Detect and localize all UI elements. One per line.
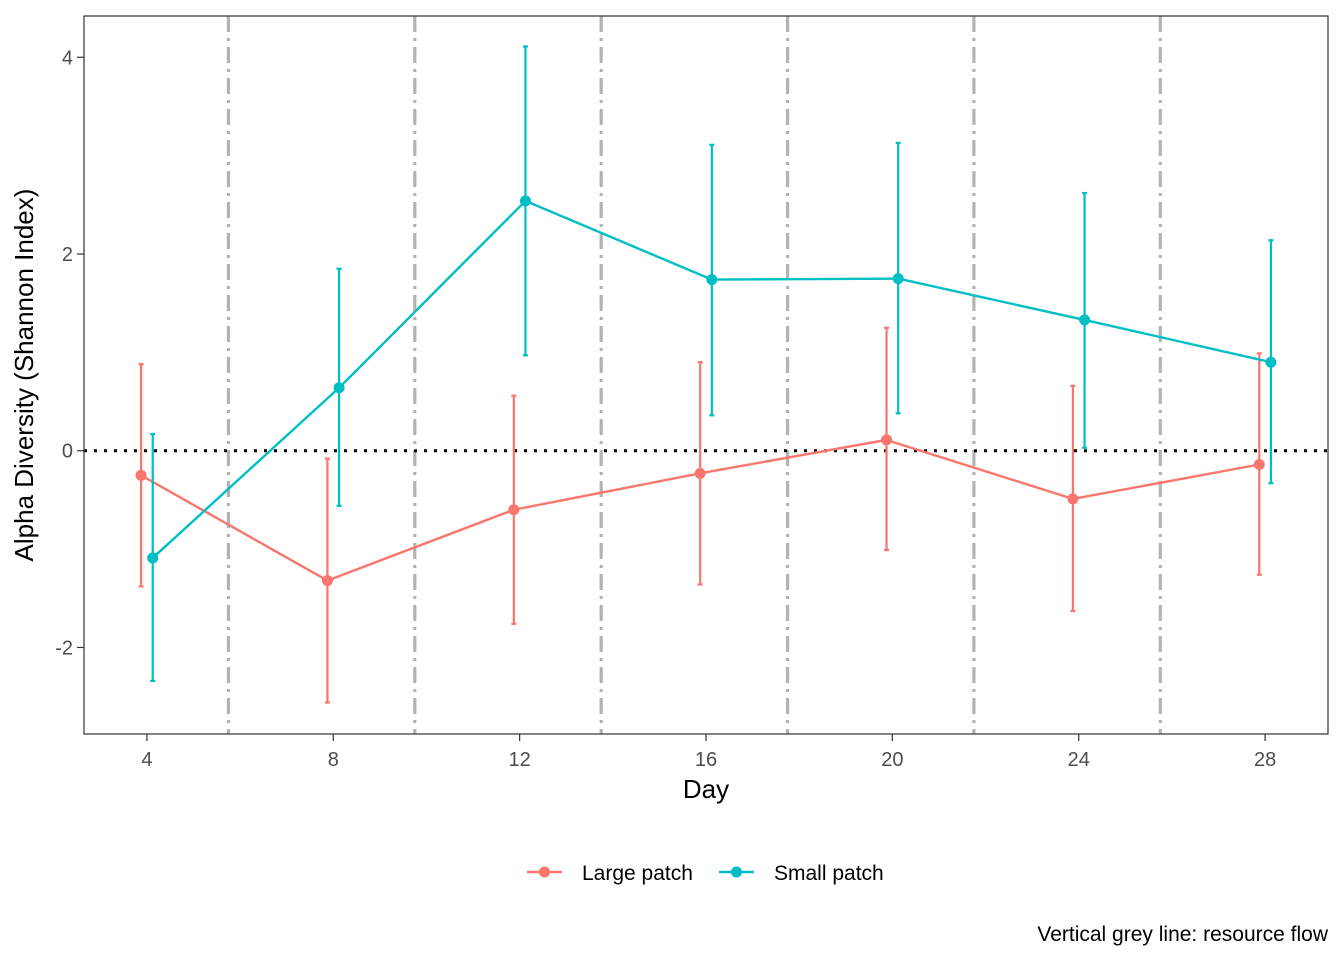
x-axis-title: Day	[683, 774, 729, 804]
x-tick-label: 12	[509, 749, 531, 771]
x-tick-label: 4	[141, 749, 152, 771]
small-patch-point	[706, 274, 718, 286]
y-tick-label: 4	[62, 47, 73, 69]
small-patch-point	[147, 552, 159, 564]
reference-lines	[84, 16, 1328, 734]
small-patch-point	[1079, 314, 1091, 326]
x-tick-label: 28	[1254, 749, 1276, 771]
x-tick-label: 24	[1068, 749, 1090, 771]
y-tick-label: 2	[62, 244, 73, 266]
small-patch-point	[892, 273, 904, 285]
y-axis-title: Alpha Diversity (Shannon Index)	[9, 189, 39, 562]
large-patch-point	[135, 469, 147, 481]
x-tick-label: 8	[328, 749, 339, 771]
large-patch-point	[321, 575, 333, 587]
small-patch-point	[1265, 356, 1277, 368]
large-patch-point	[694, 467, 706, 479]
series-small-patch	[147, 45, 1277, 682]
legend-key-point-small-patch	[731, 866, 742, 878]
legend-label-large-patch: Large patch	[582, 862, 693, 885]
legend: Large patch Small patch	[527, 862, 884, 885]
y-tick-label: -2	[55, 637, 73, 659]
series-layer	[135, 45, 1277, 704]
large-patch-point	[508, 504, 520, 516]
x-tick-label: 20	[881, 749, 903, 771]
large-patch-point	[1253, 459, 1265, 471]
series-large-patch	[135, 326, 1265, 704]
caption: Vertical grey line: resource flow	[1037, 923, 1328, 946]
large-patch-point	[881, 434, 893, 446]
small-patch-point	[333, 382, 345, 394]
x-tick-label: 16	[695, 749, 717, 771]
y-tick-label: 0	[62, 441, 73, 463]
legend-label-small-patch: Small patch	[774, 862, 884, 885]
large-patch-point	[1067, 493, 1079, 505]
plot-panel-border	[83, 15, 1329, 735]
small-patch-point	[519, 195, 531, 207]
legend-key-point-large-patch	[539, 866, 550, 878]
